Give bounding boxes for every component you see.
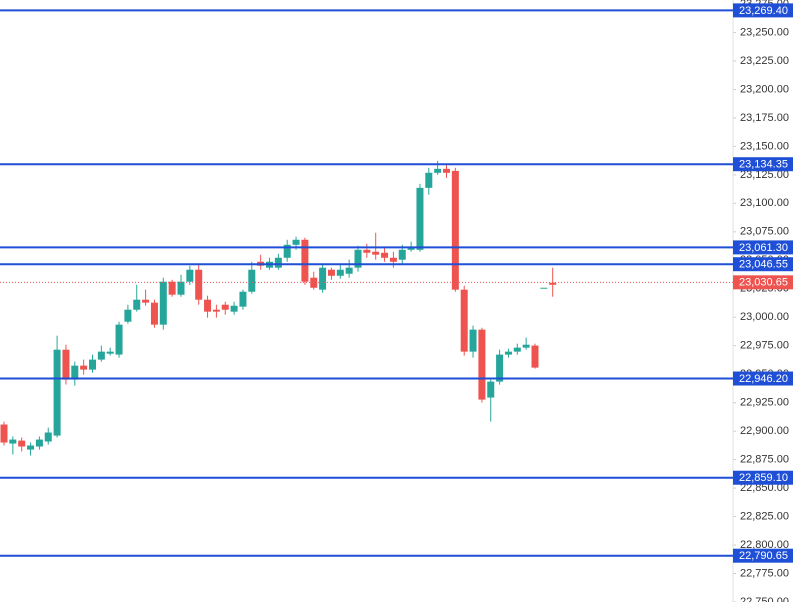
candle-body — [504, 351, 512, 355]
level-label: 22,946.20 — [739, 373, 788, 385]
candle-body — [398, 249, 406, 260]
candle-body — [310, 277, 318, 288]
candle-body — [124, 309, 132, 322]
candle-body — [71, 365, 79, 380]
y-tick-label: 22,850.00 — [740, 482, 789, 494]
candle-body — [62, 349, 70, 380]
candle-body — [301, 239, 309, 282]
candle-body — [44, 432, 52, 442]
candle-body — [478, 329, 486, 400]
y-tick-label: 23,000.00 — [740, 311, 789, 323]
y-tick-label: 23,125.00 — [740, 169, 789, 181]
y-tick-label: 22,875.00 — [740, 454, 789, 466]
candle-body — [425, 172, 433, 188]
candle-body — [230, 305, 238, 312]
candle-body — [89, 359, 96, 370]
candle-body — [35, 439, 43, 447]
y-tick-label: 23,175.00 — [740, 112, 789, 124]
candle-body — [434, 168, 442, 173]
candle-body — [248, 269, 256, 292]
level-label-box — [733, 3, 793, 18]
candle-body — [407, 247, 415, 250]
candle-body — [336, 269, 344, 276]
candle-body — [531, 345, 539, 368]
candle-body — [195, 269, 203, 300]
candle-body — [522, 344, 530, 348]
candle-body — [18, 440, 26, 447]
y-tick-label: 23,150.00 — [740, 140, 789, 152]
level-label: 23,061.30 — [739, 242, 788, 254]
candle-body — [487, 381, 495, 398]
candle-body — [389, 257, 397, 262]
candle-body — [177, 281, 185, 295]
candle-body — [469, 329, 477, 352]
candle-body — [133, 299, 141, 310]
candle-body — [345, 267, 353, 274]
level-label-box — [733, 470, 793, 485]
y-tick-label: 22,975.00 — [740, 340, 789, 352]
level-label-box — [733, 548, 793, 563]
candle-body — [204, 299, 212, 312]
candle-body — [416, 187, 424, 250]
last-price-label-box — [733, 275, 793, 290]
y-tick-label: 22,800.00 — [740, 539, 789, 551]
candle-body — [372, 251, 380, 255]
candle-body — [142, 299, 150, 303]
y-tick-label: 22,775.00 — [740, 567, 789, 579]
level-label: 23,134.35 — [739, 159, 788, 171]
level-label-box — [733, 257, 793, 272]
candle-body — [549, 282, 557, 285]
level-label-box — [733, 371, 793, 386]
candle-body — [212, 309, 220, 312]
candle-body — [381, 252, 389, 258]
candle-body — [150, 302, 158, 325]
candle-body — [327, 269, 335, 276]
candle-body — [460, 289, 468, 352]
last-price-label: 23,030.65 — [739, 277, 788, 289]
y-tick-label: 23,200.00 — [740, 83, 789, 95]
candle-body — [496, 354, 504, 382]
level-label: 22,859.10 — [739, 472, 788, 484]
candle-body — [292, 239, 300, 245]
candle-body — [80, 365, 88, 370]
y-tick-label: 23,250.00 — [740, 26, 789, 38]
y-tick-label: 22,925.00 — [740, 397, 789, 409]
candle-body — [106, 351, 114, 354]
y-tick-label: 23,075.00 — [740, 226, 789, 238]
level-label: 22,790.65 — [739, 550, 788, 562]
candle-body — [451, 170, 459, 290]
candle-body — [274, 257, 282, 268]
candle-body — [9, 439, 17, 444]
level-label: 23,046.55 — [739, 259, 788, 271]
y-tick-label: 23,225.00 — [740, 55, 789, 67]
candle-body — [0, 424, 8, 443]
y-tick-label: 22,825.00 — [740, 510, 789, 522]
candle-body — [221, 304, 229, 310]
level-label-box — [733, 157, 793, 172]
candle-body — [354, 249, 362, 268]
candle-body — [97, 351, 105, 360]
y-tick-label: 22,900.00 — [740, 425, 789, 437]
candle-body — [363, 249, 371, 253]
candle-body — [115, 324, 123, 355]
y-tick-label: 22,750.00 — [740, 596, 789, 602]
candle-body — [239, 291, 247, 307]
candle-body — [540, 287, 548, 289]
candle-body — [319, 267, 327, 290]
candle-body — [443, 168, 450, 173]
candle-body — [27, 445, 35, 450]
level-label: 23,269.40 — [739, 5, 788, 17]
candle-body — [159, 281, 167, 325]
candle-body — [513, 347, 521, 352]
y-tick-label: 23,100.00 — [740, 197, 789, 209]
candle-body — [53, 349, 61, 436]
level-label-box — [733, 240, 793, 255]
candle-body — [186, 269, 194, 282]
candle-body — [283, 244, 291, 258]
candle-body — [168, 281, 176, 295]
